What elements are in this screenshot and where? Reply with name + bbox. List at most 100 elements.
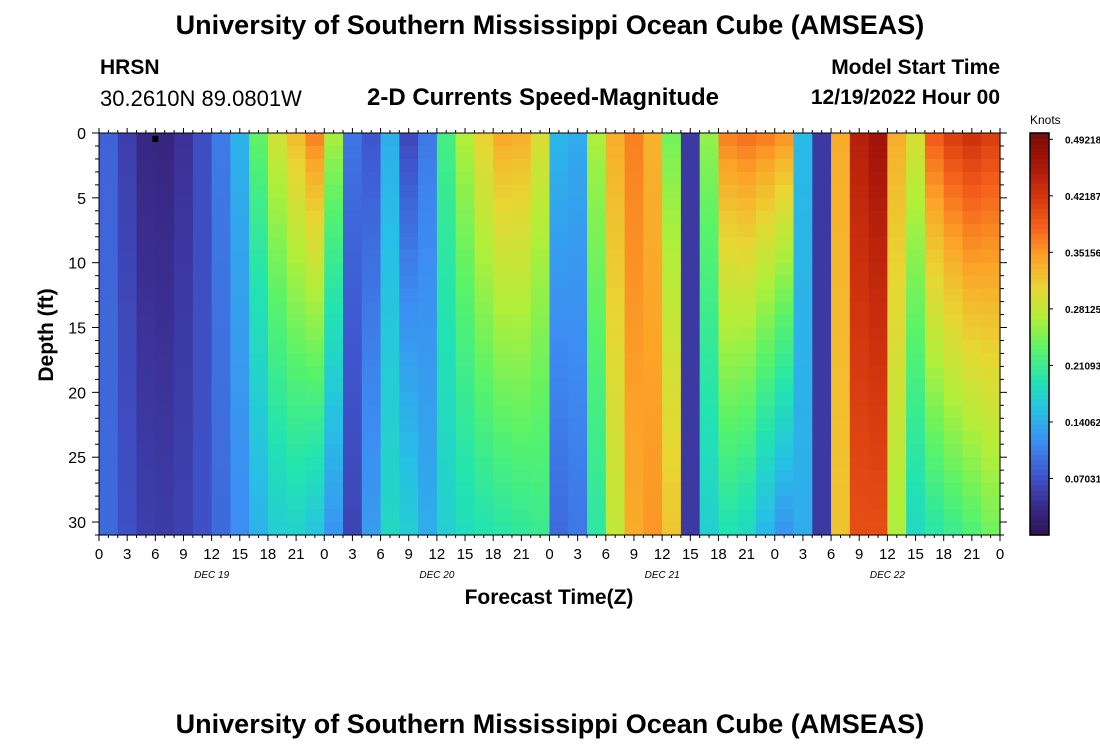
- heatmap-cell: [943, 249, 964, 264]
- heatmap-cell: [249, 288, 269, 303]
- heatmap-cell: [174, 431, 194, 445]
- heatmap-cell: [643, 158, 663, 173]
- heatmap-cell: [136, 327, 156, 342]
- heatmap-cell: [192, 483, 213, 497]
- heatmap-cell: [305, 158, 325, 173]
- heatmap-cell: [812, 184, 832, 199]
- heatmap-cell: [906, 210, 926, 225]
- heatmap-cell: [887, 353, 907, 368]
- heatmap-cell: [624, 522, 644, 536]
- heatmap-cell: [568, 522, 588, 536]
- heatmap-cell: [99, 223, 119, 238]
- heatmap-cell: [868, 366, 888, 380]
- heatmap-cell: [305, 145, 325, 160]
- heatmap-cell: [624, 457, 644, 471]
- heatmap-cell: [868, 418, 888, 432]
- heatmap-cell: [587, 210, 607, 225]
- heatmap-cell: [155, 496, 175, 510]
- heatmap-cell: [493, 509, 513, 523]
- heatmap-cell: [249, 171, 269, 186]
- heatmap-cell: [793, 133, 813, 147]
- heatmap-cell: [117, 301, 138, 316]
- heatmap-cell: [849, 314, 870, 329]
- heatmap-cell: [868, 223, 888, 238]
- heatmap-cell: [662, 522, 682, 536]
- heatmap-cell: [155, 171, 175, 186]
- heatmap-cell: [174, 509, 194, 523]
- heatmap-cell: [399, 509, 419, 523]
- heatmap-cell: [380, 431, 400, 445]
- heatmap-cell: [174, 392, 194, 406]
- heatmap-cell: [267, 340, 288, 355]
- heatmap-cell: [511, 405, 532, 419]
- heatmap-cell: [286, 171, 307, 186]
- heatmap-cell: [230, 392, 250, 406]
- heatmap-cell: [737, 236, 757, 251]
- heatmap-cell: [906, 522, 926, 536]
- heatmap-cell: [943, 314, 964, 329]
- heatmap-cell: [568, 496, 588, 510]
- colorbar-segment: [1030, 273, 1049, 280]
- heatmap-cell: [305, 262, 325, 277]
- heatmap-cell: [155, 145, 175, 160]
- heatmap-cell: [380, 522, 400, 536]
- heatmap-cell: [286, 444, 307, 458]
- heatmap-cell: [174, 262, 194, 277]
- heatmap-cell: [943, 197, 964, 212]
- heatmap-cell: [511, 509, 532, 523]
- heatmap-cell: [906, 366, 926, 380]
- heatmap-cell: [436, 405, 457, 419]
- heatmap-cell: [192, 184, 213, 199]
- heatmap-cell: [568, 145, 588, 160]
- heatmap-cell: [943, 405, 964, 419]
- heatmap-cell: [436, 379, 457, 393]
- heatmap-cell: [943, 262, 964, 277]
- heatmap-cell: [305, 197, 325, 212]
- heatmap-cell: [99, 327, 119, 342]
- heatmap-cell: [662, 379, 682, 393]
- heatmap-cell: [981, 158, 1001, 173]
- heatmap-cell: [530, 158, 551, 173]
- heatmap-cell: [530, 509, 551, 523]
- heatmap-cell: [267, 353, 288, 368]
- heatmap-cell: [380, 236, 400, 251]
- heatmap-cell: [436, 392, 457, 406]
- heatmap-cell: [155, 509, 175, 523]
- colorbar-segment: [1030, 399, 1049, 405]
- heatmap-cell: [662, 158, 682, 173]
- heatmap-cell: [981, 223, 1001, 238]
- heatmap-cell: [493, 184, 513, 199]
- heatmap-cell: [211, 197, 231, 212]
- heatmap-cell: [624, 314, 644, 329]
- heatmap-cell: [793, 418, 813, 432]
- heatmap-cell: [906, 509, 926, 523]
- station-id: HRSN: [100, 56, 160, 79]
- heatmap-cell: [530, 392, 551, 406]
- heatmap-cell: [286, 457, 307, 471]
- heatmap-cell: [418, 158, 438, 173]
- heatmap-cell: [887, 158, 907, 173]
- heatmap-cell: [399, 379, 419, 393]
- heatmap-cell: [343, 379, 363, 393]
- heatmap-cell: [831, 262, 851, 277]
- x-tick-label: 6: [827, 546, 835, 563]
- heatmap-cell: [887, 275, 907, 290]
- heatmap-cell: [605, 353, 626, 368]
- heatmap-cell: [436, 314, 457, 329]
- heatmap-cell: [849, 431, 870, 445]
- x-tick-label: 3: [799, 546, 807, 563]
- heatmap-cell: [380, 262, 400, 277]
- heatmap-cell: [474, 197, 494, 212]
- heatmap-cell: [906, 353, 926, 368]
- heatmap-cell: [174, 288, 194, 303]
- heatmap-cell: [361, 353, 382, 368]
- heatmap-cell: [530, 405, 551, 419]
- heatmap-cell: [568, 223, 588, 238]
- heatmap-cell: [117, 210, 138, 225]
- heatmap-cell: [511, 353, 532, 368]
- heatmap-cell: [680, 184, 701, 199]
- heatmap-cell: [906, 275, 926, 290]
- heatmap-cell: [249, 392, 269, 406]
- heatmap-cell: [418, 366, 438, 380]
- heatmap-cell: [267, 249, 288, 264]
